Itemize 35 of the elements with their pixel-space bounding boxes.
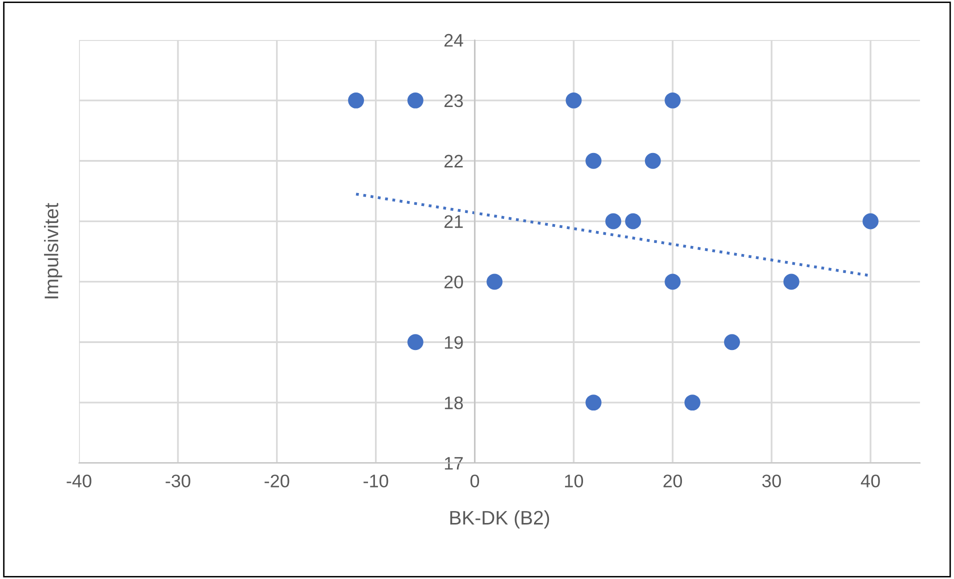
x-tick-label: -20 bbox=[264, 474, 290, 488]
point bbox=[586, 152, 602, 169]
point bbox=[605, 213, 622, 230]
y-tick-label: 20 bbox=[444, 276, 463, 288]
point bbox=[664, 274, 681, 290]
y-tick-label: 18 bbox=[444, 396, 463, 410]
x-tick-label: 0 bbox=[470, 474, 480, 488]
point bbox=[486, 274, 503, 290]
point bbox=[586, 394, 602, 411]
point bbox=[684, 394, 700, 411]
x-tick-label: -10 bbox=[364, 474, 388, 488]
x-tick-label: 30 bbox=[762, 474, 781, 488]
x-tick-label: -40 bbox=[66, 474, 92, 488]
point bbox=[566, 92, 582, 108]
point bbox=[625, 213, 642, 230]
y-tick-label: 24 bbox=[444, 34, 464, 47]
point bbox=[348, 92, 364, 108]
point bbox=[862, 213, 879, 230]
y-tick-label: 21 bbox=[444, 215, 463, 228]
x-tick-label: 20 bbox=[664, 474, 682, 488]
y-tick-label: 17 bbox=[444, 457, 463, 470]
point bbox=[664, 92, 681, 108]
point bbox=[724, 334, 740, 350]
y-axis-title: Impulsivitet bbox=[44, 203, 62, 298]
y-tick-label: 19 bbox=[444, 336, 463, 349]
point bbox=[644, 152, 661, 169]
y-tick-label: 22 bbox=[444, 154, 463, 168]
point bbox=[407, 92, 424, 108]
x-tick-label: 10 bbox=[565, 474, 584, 488]
y-tick-label: 23 bbox=[444, 94, 463, 108]
point bbox=[783, 274, 800, 290]
point bbox=[407, 334, 424, 350]
x-tick-label: 40 bbox=[860, 474, 880, 488]
x-tick-label: -30 bbox=[166, 474, 190, 488]
x-axis-title: BK-DK (B2) bbox=[450, 510, 550, 529]
